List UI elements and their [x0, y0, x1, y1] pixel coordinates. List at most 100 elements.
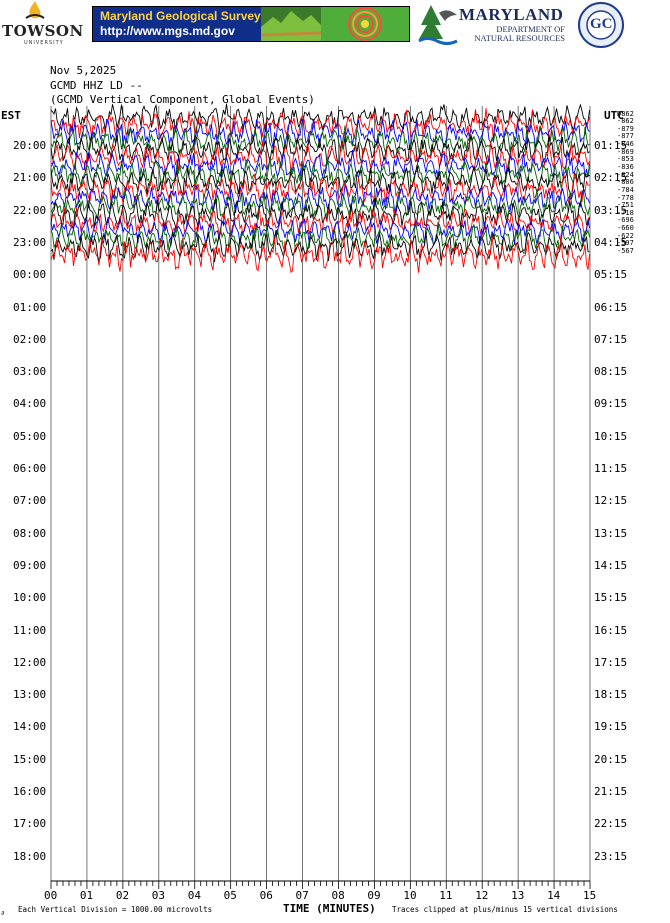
trace-scale-label: -853 [617, 155, 634, 164]
footer-clipping-note: Traces clipped at plus/minus 15 vertical… [392, 905, 618, 914]
trace-scale-label: -718 [617, 208, 634, 217]
towson-sub: UNIVERSITY [24, 40, 64, 46]
trace-scale-label: -567 [617, 247, 634, 256]
trace-scale-label: -806 [617, 178, 634, 187]
x-axis-tick-label: 05 [223, 889, 237, 902]
trace-scale-label: -846 [617, 139, 634, 148]
utc-axis-label: UTC [604, 109, 624, 122]
utc-time-label: 21:15 [594, 785, 628, 798]
seismic-trace [50, 184, 590, 215]
est-time-label: 15:00 [13, 752, 47, 766]
est-time-label: 03:00 [13, 365, 47, 379]
trace-scale-label: -862 [617, 117, 634, 125]
x-axis-tick-label: 06 [259, 889, 273, 902]
seismic-rings-icon [321, 7, 409, 41]
x-axis-tick-label: 04 [187, 889, 201, 902]
dnr-tree-icon [418, 5, 458, 45]
seismic-trace [50, 134, 590, 166]
seismic-trace [50, 108, 590, 143]
utc-time-label: 15:15 [594, 591, 628, 605]
utc-time-label: 02:15 [594, 171, 628, 185]
dnr-line2: NATURAL RESOURCES [474, 33, 565, 43]
est-axis-label: EST [1, 109, 21, 122]
seismic-trace [50, 198, 590, 230]
est-time-label: 06:00 [13, 462, 47, 475]
x-axis-tick-label: 12 [475, 889, 489, 902]
est-time-label: 05:00 [13, 429, 47, 443]
mgs-url: http://www.mgs.md.gov [100, 24, 235, 38]
est-time-label: 17:00 [13, 817, 47, 831]
utc-time-label: 07:15 [594, 332, 628, 346]
est-time-label: 22:00 [13, 203, 47, 217]
utc-time-label: 19:15 [594, 720, 628, 734]
seismic-trace [50, 103, 590, 133]
x-axis-tick-label: 00 [44, 889, 58, 902]
trace-scale-label: -660 [617, 224, 634, 233]
dnr-logo: MARYLAND DEPARTMENT OF NATURAL RESOURCES [415, 0, 575, 48]
utc-time-label: 01:15 [594, 139, 628, 152]
est-time-label: 12:00 [13, 655, 47, 669]
est-time-label: 18:00 [13, 849, 47, 863]
est-time-label: 16:00 [13, 785, 47, 798]
trace-scale-label: -836 [617, 162, 634, 171]
mgs-title: Maryland Geological Survey [100, 9, 261, 23]
mountain-icon [261, 7, 321, 41]
est-time-label: 11:00 [13, 623, 47, 637]
seismic-trace [50, 164, 590, 198]
est-time-label: 00:00 [13, 268, 47, 282]
x-axis-tick-label: 11 [439, 889, 453, 902]
x-axis-title: TIME (MINUTES) [283, 902, 376, 915]
x-axis-tick-label: 08 [331, 889, 345, 902]
utc-time-label: 04:15 [594, 235, 628, 249]
mgs-banner[interactable]: Maryland Geological Survey http://www.mg… [92, 6, 410, 42]
x-axis-tick-label: 10 [403, 889, 417, 902]
utc-time-label: 06:15 [594, 300, 628, 314]
seismic-trace [50, 234, 590, 274]
seismic-trace [50, 157, 590, 189]
x-axis-tick-label: 01 [79, 889, 94, 902]
station-id: GCMD HHZ LD -- [50, 79, 143, 92]
x-axis-tick-label: 13 [511, 889, 525, 902]
footer-mark: ∂ [1, 910, 5, 917]
utc-time-label: 12:15 [594, 494, 628, 508]
utc-time-label: 05:15 [594, 268, 628, 282]
x-axis-tick-label: 15 [583, 889, 597, 902]
utc-time-label: 08:15 [594, 365, 628, 379]
seismic-trace [50, 215, 590, 246]
seismic-trace [50, 207, 590, 238]
dnr-name: MARYLAND [459, 5, 564, 24]
utc-time-label: 14:15 [594, 558, 628, 572]
est-time-label: 09:00 [13, 558, 47, 572]
x-axis-tick-label: 03 [151, 889, 166, 902]
x-axis-tick-label: 09 [367, 889, 381, 902]
x-axis-tick-label: 02 [115, 889, 130, 902]
est-time-label: 20:00 [13, 139, 47, 152]
seismic-trace [50, 173, 590, 206]
est-time-label: 14:00 [13, 720, 47, 734]
est-time-label: 08:00 [13, 526, 47, 540]
utc-time-label: 20:15 [594, 752, 628, 766]
garrett-college-seal: GC [578, 2, 624, 48]
footer-vertical-division: Each Vertical Division = 1000.00 microvo… [18, 905, 213, 914]
utc-time-label: 18:15 [594, 688, 628, 702]
utc-time-label: 11:15 [594, 462, 628, 475]
trace-scale-label: -622 [617, 231, 634, 240]
utc-time-label: 22:15 [594, 817, 628, 831]
record-date: Nov 5,2025 [50, 64, 117, 77]
est-time-label: 21:00 [13, 171, 47, 185]
utc-time-label: 03:15 [594, 203, 628, 217]
utc-time-label: 23:15 [594, 849, 628, 863]
garrett-seal-icon [578, 2, 624, 48]
towson-logo: TOWSON UNIVERSITY [0, 0, 83, 50]
est-time-label: 07:00 [13, 494, 47, 508]
utc-time-label: 16:15 [594, 623, 628, 637]
dnr-line1: DEPARTMENT OF [496, 24, 565, 34]
garrett-initials: GC [590, 16, 613, 32]
trace-scale-label: -869 [617, 147, 634, 156]
component-description: (GCMD Vertical Component, Global Events) [50, 93, 315, 106]
trace-scale-label: -751 [617, 201, 634, 210]
seismic-trace [50, 149, 590, 181]
trace-scale-label: -877 [617, 132, 634, 141]
trace-scale-label: -696 [617, 216, 634, 225]
